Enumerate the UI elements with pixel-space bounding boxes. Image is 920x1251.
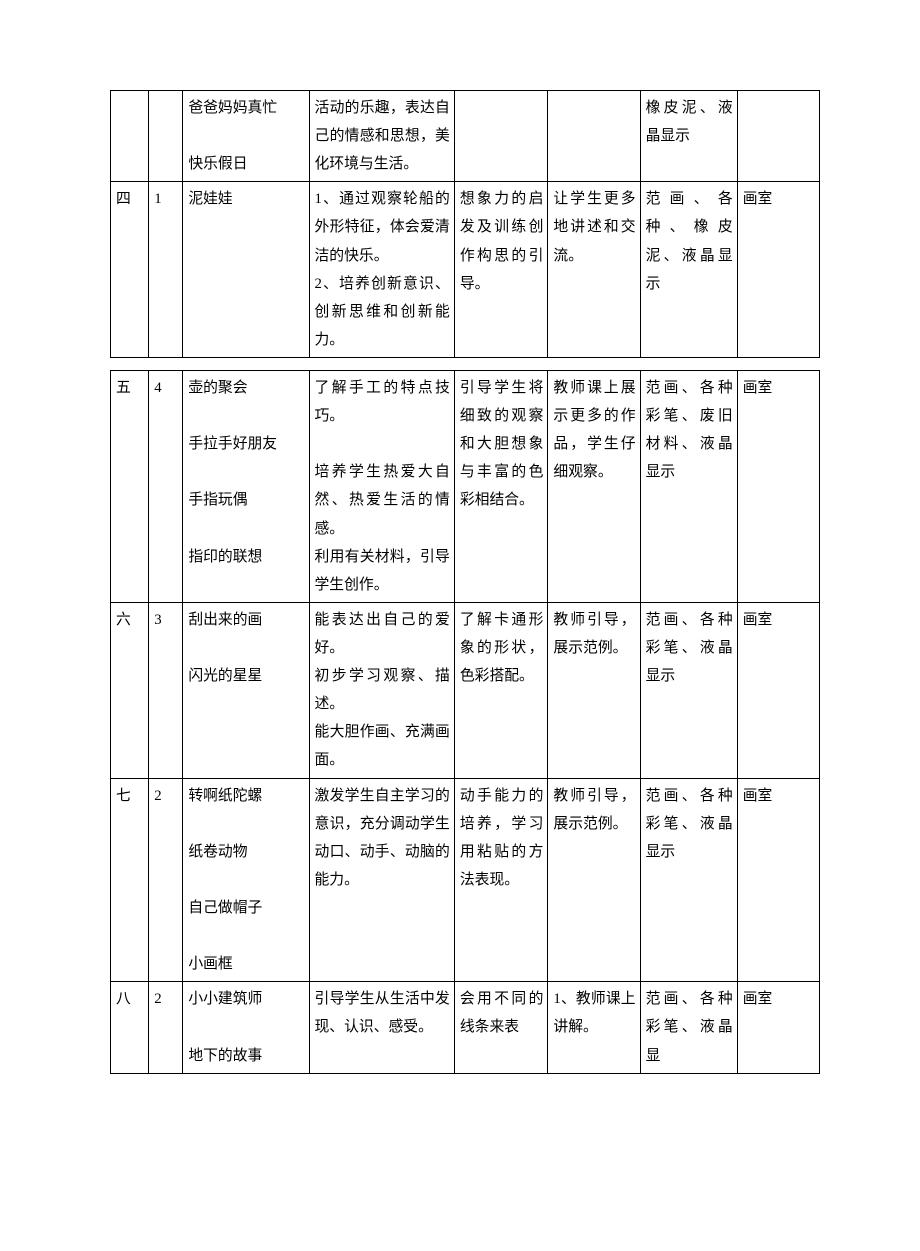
cell-material: 范画、各种彩笔、废旧材料、液晶显示 <box>640 370 737 602</box>
cell-topic: 转啊纸陀螺 纸卷动物 自己做帽子 小画框 <box>183 778 309 982</box>
cell-method: 教师引导，展示范例。 <box>548 778 640 982</box>
cell-place: 画室 <box>737 982 819 1073</box>
cell-method: 教师引导，展示范例。 <box>548 602 640 778</box>
cell-week: 四 <box>111 182 149 358</box>
cell-goal: 激发学生自主学习的意识，充分调动学生动口、动手、动脑的能力。 <box>309 778 454 982</box>
cell-goal: 1、通过观察轮船的外形特征，体会爱清洁的快乐。2、培养创新意识、创新思维和创新能… <box>309 182 454 358</box>
table-row: 六 3 刮出来的画 闪光的星星 能表达出自己的爱好。初步学习观察、描述。能大胆作… <box>111 602 820 778</box>
cell-goal: 活动的乐趣，表达自己的情感和思想，美化环境与生活。 <box>309 91 454 182</box>
cell-material: 范画、各种彩笔、液晶显 <box>640 982 737 1073</box>
cell-count: 3 <box>149 602 183 778</box>
cell-method: 教师课上展示更多的作品，学生仔细观察。 <box>548 370 640 602</box>
cell-count: 4 <box>149 370 183 602</box>
cell-keypoint: 引导学生将细致的观察和大胆想象与丰富的色彩相结合。 <box>454 370 548 602</box>
plan-table-1: 爸爸妈妈真忙 快乐假日 活动的乐趣，表达自己的情感和思想，美化环境与生活。 橡皮… <box>110 90 820 358</box>
cell-method: 1、教师课上讲解。 <box>548 982 640 1073</box>
cell-keypoint: 会用不同的线条来表 <box>454 982 548 1073</box>
cell-keypoint: 想象力的启发及训练创作构思的引导。 <box>454 182 548 358</box>
table-row: 五 4 壶的聚会 手拉手好朋友 手指玩偶 指印的联想 了解手工的特点技巧。 培养… <box>111 370 820 602</box>
table-row: 爸爸妈妈真忙 快乐假日 活动的乐趣，表达自己的情感和思想，美化环境与生活。 橡皮… <box>111 91 820 182</box>
table-row: 八 2 小小建筑师 地下的故事 引导学生从生活中发现、认识、感受。 会用不同的线… <box>111 982 820 1073</box>
cell-material: 范画、各种彩笔、液晶显示 <box>640 778 737 982</box>
cell-keypoint <box>454 91 548 182</box>
cell-material: 范画、各种彩笔、液晶显示 <box>640 602 737 778</box>
cell-count: 2 <box>149 778 183 982</box>
cell-week <box>111 91 149 182</box>
cell-count: 1 <box>149 182 183 358</box>
cell-week: 五 <box>111 370 149 602</box>
cell-keypoint: 了解卡通形象的形状，色彩搭配。 <box>454 602 548 778</box>
cell-place: 画室 <box>737 602 819 778</box>
cell-topic: 泥娃娃 <box>183 182 309 358</box>
cell-goal: 能表达出自己的爱好。初步学习观察、描述。能大胆作画、充满画面。 <box>309 602 454 778</box>
cell-place: 画室 <box>737 778 819 982</box>
table-gap <box>110 358 820 370</box>
table-row: 四 1 泥娃娃 1、通过观察轮船的外形特征，体会爱清洁的快乐。2、培养创新意识、… <box>111 182 820 358</box>
cell-goal: 了解手工的特点技巧。 培养学生热爱大自然、热爱生活的情感。利用有关材料，引导学生… <box>309 370 454 602</box>
cell-method <box>548 91 640 182</box>
cell-keypoint: 动手能力的培养，学习用粘贴的方法表现。 <box>454 778 548 982</box>
cell-week: 六 <box>111 602 149 778</box>
cell-topic: 刮出来的画 闪光的星星 <box>183 602 309 778</box>
cell-method: 让学生更多地讲述和交流。 <box>548 182 640 358</box>
cell-material: 范画、各种、橡皮泥、液晶显示 <box>640 182 737 358</box>
cell-material: 橡皮泥、液晶显示 <box>640 91 737 182</box>
cell-topic: 小小建筑师 地下的故事 <box>183 982 309 1073</box>
table1-body: 爸爸妈妈真忙 快乐假日 活动的乐趣，表达自己的情感和思想，美化环境与生活。 橡皮… <box>111 91 820 358</box>
cell-week: 八 <box>111 982 149 1073</box>
cell-count: 2 <box>149 982 183 1073</box>
cell-count <box>149 91 183 182</box>
table-row: 七 2 转啊纸陀螺 纸卷动物 自己做帽子 小画框 激发学生自主学习的意识，充分调… <box>111 778 820 982</box>
cell-goal: 引导学生从生活中发现、认识、感受。 <box>309 982 454 1073</box>
plan-table-2: 五 4 壶的聚会 手拉手好朋友 手指玩偶 指印的联想 了解手工的特点技巧。 培养… <box>110 370 820 1074</box>
cell-place: 画室 <box>737 370 819 602</box>
cell-place: 画室 <box>737 182 819 358</box>
cell-place <box>737 91 819 182</box>
cell-topic: 壶的聚会 手拉手好朋友 手指玩偶 指印的联想 <box>183 370 309 602</box>
cell-week: 七 <box>111 778 149 982</box>
table2-body: 五 4 壶的聚会 手拉手好朋友 手指玩偶 指印的联想 了解手工的特点技巧。 培养… <box>111 370 820 1073</box>
cell-topic: 爸爸妈妈真忙 快乐假日 <box>183 91 309 182</box>
